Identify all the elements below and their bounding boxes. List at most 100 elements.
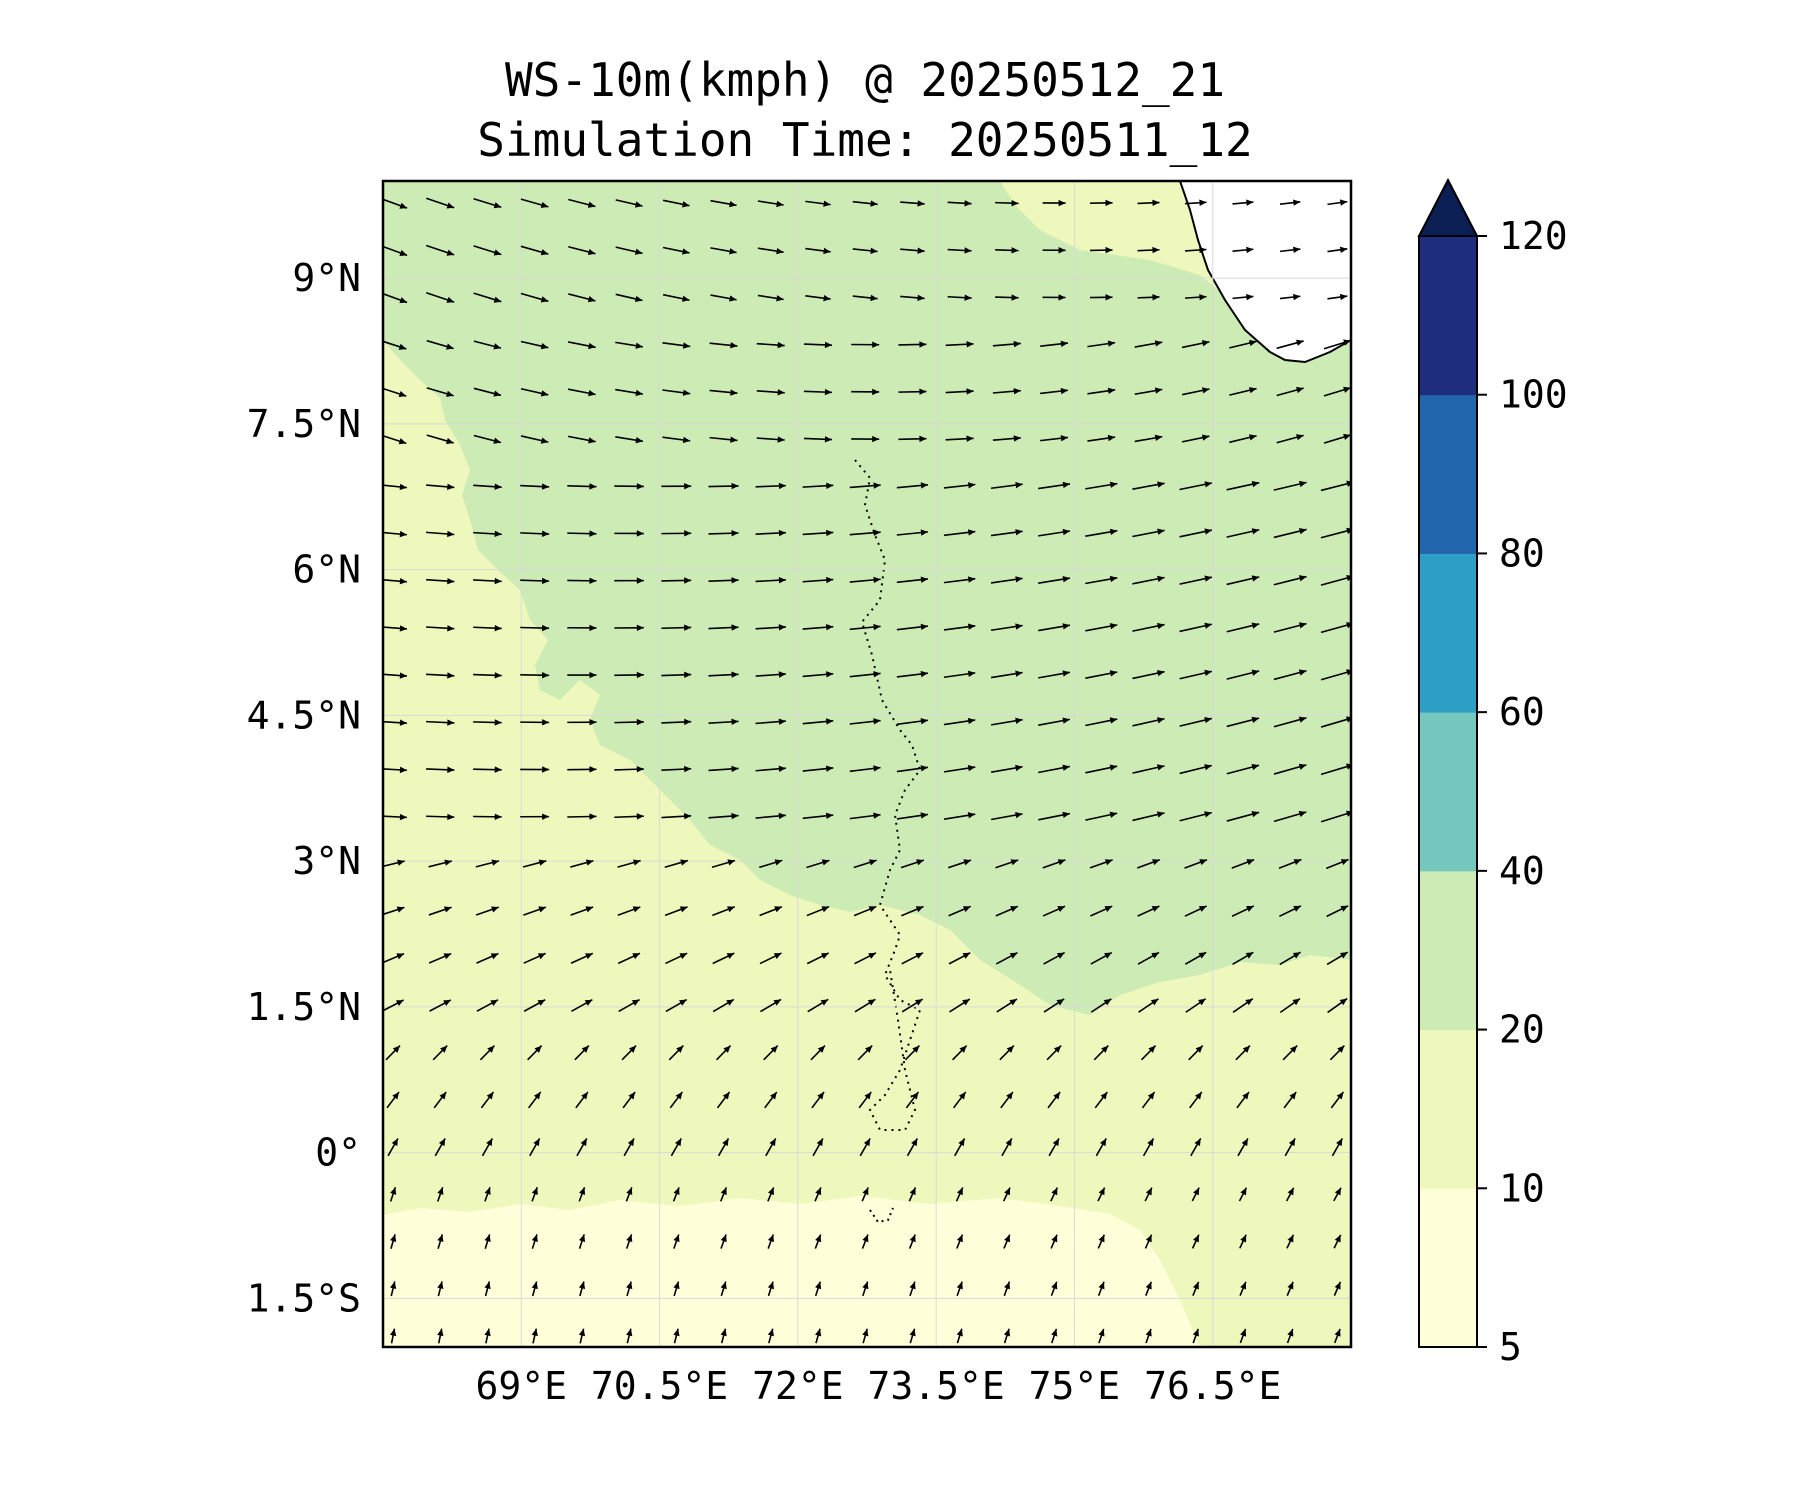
wind-vector-head	[494, 766, 502, 773]
wind-vector-head	[962, 906, 971, 913]
wind-vector-head	[1058, 247, 1066, 254]
wind-vector-head	[542, 813, 550, 820]
wind-vector-head	[1152, 246, 1160, 254]
wind-vector-head	[447, 813, 455, 821]
wind-vector-head	[1251, 716, 1260, 723]
wind-vector-head	[967, 717, 976, 725]
wind-vector-head	[1195, 1045, 1203, 1053]
wind-vector-head	[1107, 387, 1116, 394]
wind-vector-head	[1204, 716, 1212, 724]
wind-vector-head	[684, 671, 692, 678]
colorbar-bin	[1419, 712, 1477, 872]
wind-vector-head	[1293, 293, 1301, 301]
wind-vector-head	[634, 295, 643, 303]
wind-vector-head	[872, 435, 880, 443]
wind-vector-head	[769, 1138, 776, 1147]
chart-title-line-1: WS-10m(kmph) @ 20250512_21	[504, 53, 1226, 107]
wind-vector-head	[1109, 575, 1118, 583]
wind-vector-head	[1105, 199, 1113, 207]
wind-vector-head	[1251, 575, 1260, 582]
wind-vector-head	[964, 200, 972, 207]
wind-vector-head	[1198, 906, 1207, 912]
wind-vector-head	[588, 342, 596, 350]
wind-vector-head	[778, 624, 786, 631]
wind-vector-head	[731, 530, 739, 537]
wind-vector-head	[1015, 623, 1023, 630]
wind-vector-head	[626, 1234, 633, 1243]
wind-vector-head	[493, 296, 502, 303]
wind-vector-head	[542, 766, 550, 773]
wind-vector-head	[1249, 387, 1257, 394]
wind-vector-head	[1109, 717, 1118, 724]
wind-vector-head	[914, 999, 923, 1006]
wind-vector-head	[1298, 575, 1307, 582]
wind-vector-head	[437, 1187, 444, 1195]
wind-vector-head	[868, 952, 876, 959]
wind-vector-head	[1334, 1234, 1341, 1243]
wind-vector-head	[447, 625, 455, 632]
wind-vector-head	[1062, 576, 1070, 583]
wind-vector-head	[956, 1187, 963, 1196]
wind-vector-head	[679, 953, 688, 960]
wind-vector-head	[770, 1045, 778, 1053]
wind-vector-head	[727, 859, 736, 866]
wind-vector-head	[491, 859, 500, 866]
wind-vector-head	[1201, 387, 1210, 394]
wind-vector-head	[1343, 386, 1351, 393]
wind-vector-head	[437, 1328, 444, 1337]
wind-vector-head	[777, 389, 785, 396]
wind-vector-head	[446, 343, 454, 350]
wind-vector-head	[774, 906, 782, 913]
wind-vector-head	[1006, 1045, 1014, 1053]
wind-vector-head	[1298, 763, 1307, 770]
wind-vector-head	[490, 999, 499, 1006]
wind-vector-head	[826, 576, 834, 584]
wind-vector-head	[920, 670, 928, 678]
wind-vector-head	[579, 1187, 586, 1195]
colorbar-tick-label: 5	[1499, 1325, 1522, 1369]
wind-vector-head	[872, 341, 880, 348]
wind-vector-head	[1056, 998, 1065, 1006]
wind-vector-head	[585, 953, 593, 960]
wind-vector-head	[1109, 481, 1118, 488]
wind-vector-head	[870, 294, 878, 302]
wind-vector-head	[1057, 859, 1066, 866]
wind-vector-head	[731, 482, 739, 490]
wind-vector-head	[589, 624, 597, 632]
wind-vector-head	[1154, 340, 1163, 347]
wind-vector-head	[821, 859, 830, 866]
wind-vector-head	[1293, 905, 1301, 912]
wind-vector-head	[777, 436, 785, 443]
wind-vector-head	[493, 390, 501, 397]
wind-vector-head	[767, 1187, 774, 1196]
wind-vector-head	[632, 953, 640, 960]
wind-vector-head	[1145, 1234, 1152, 1243]
wind-vector-head	[920, 717, 928, 725]
wind-vector-head	[1336, 1138, 1343, 1147]
wind-vector-head	[673, 1328, 680, 1337]
wind-vector-head	[1154, 434, 1163, 441]
wind-vector-head	[1288, 1138, 1296, 1147]
wind-vector-head	[628, 1091, 636, 1100]
wind-vector-head	[1192, 1328, 1199, 1337]
wind-vector-head	[396, 906, 405, 913]
wind-vector-head	[682, 342, 691, 349]
wind-vector-head	[1336, 1091, 1344, 1100]
wind-vector-head	[962, 999, 970, 1006]
wind-vector-head	[1015, 811, 1023, 819]
wind-vector-head	[540, 249, 549, 256]
lat-tick-label: 3°N	[292, 839, 361, 883]
wind-vector-head	[726, 999, 734, 1006]
wind-vector-head	[1287, 1187, 1294, 1196]
wind-vector-head	[873, 670, 881, 678]
wind-vector-head	[1015, 764, 1023, 772]
wind-vector-head	[817, 1045, 825, 1053]
wind-vector-head	[538, 859, 547, 866]
wind-vector-head	[723, 1045, 731, 1053]
wind-vector-head	[540, 437, 549, 444]
wind-vector-head	[1013, 388, 1021, 395]
wind-vector-head	[585, 906, 594, 913]
wind-vector-head	[389, 1328, 397, 1337]
wind-vector-head	[1013, 435, 1021, 442]
wind-vector-head	[820, 999, 829, 1006]
